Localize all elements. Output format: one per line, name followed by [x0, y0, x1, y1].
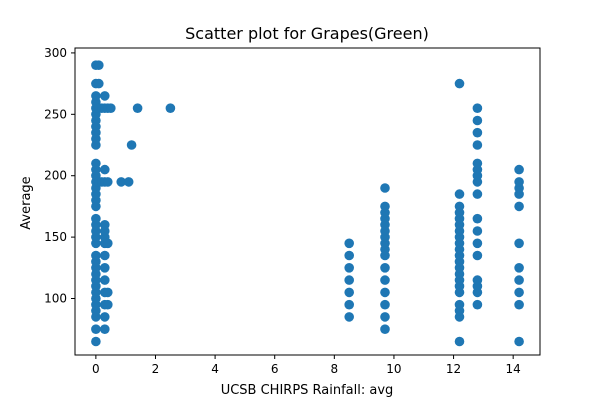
- x-tick-label: 8: [331, 362, 339, 376]
- data-point: [380, 299, 390, 310]
- data-point: [514, 263, 524, 273]
- data-point: [472, 115, 483, 126]
- x-tick-label: 12: [446, 362, 461, 376]
- chart-title: Scatter plot for Grapes(Green): [185, 24, 429, 43]
- data-point: [514, 201, 524, 212]
- data-point: [472, 275, 483, 285]
- y-tick-label: 150: [44, 230, 67, 244]
- data-point: [123, 177, 134, 187]
- data-point: [100, 312, 110, 322]
- data-point: [472, 238, 483, 249]
- y-tick-label: 300: [44, 46, 67, 60]
- x-tick-label: 6: [271, 362, 279, 376]
- data-point: [103, 238, 113, 249]
- data-point: [103, 299, 113, 310]
- data-point: [100, 275, 110, 285]
- x-axis-label: UCSB CHIRPS Rainfall: avg: [221, 383, 394, 398]
- data-point: [94, 60, 104, 70]
- data-point: [91, 213, 101, 224]
- data-point: [344, 287, 355, 298]
- data-point: [454, 78, 465, 89]
- data-point: [344, 275, 355, 285]
- data-point: [472, 103, 483, 113]
- data-point: [472, 140, 483, 150]
- data-point: [165, 103, 176, 113]
- data-point: [472, 226, 483, 236]
- data-point: [472, 158, 483, 169]
- plot-frame: [74, 47, 541, 356]
- data-point: [91, 158, 101, 169]
- data-point: [514, 164, 524, 175]
- x-tick-label: 0: [92, 362, 100, 376]
- data-point: [514, 287, 524, 298]
- data-point: [380, 263, 390, 273]
- data-point: [344, 299, 355, 310]
- data-point: [100, 164, 110, 175]
- data-point: [91, 324, 101, 335]
- data-point: [100, 220, 110, 230]
- data-point: [380, 287, 390, 298]
- data-point: [380, 201, 390, 212]
- axes: 0 2 4 6 8 10 12 14 100 150 200 250 300: [44, 46, 541, 376]
- data-point: [100, 263, 110, 273]
- x-tick-label: 10: [386, 362, 401, 376]
- data-point: [380, 183, 390, 193]
- y-tick-label: 200: [44, 169, 67, 183]
- data-point: [100, 250, 110, 261]
- data-point: [514, 238, 524, 249]
- data-point: [91, 336, 101, 347]
- data-point: [454, 336, 465, 347]
- data-point: [514, 275, 524, 285]
- data-point: [514, 336, 524, 347]
- data-point: [472, 213, 483, 224]
- data-point: [94, 78, 104, 89]
- x-tick-label: 4: [211, 362, 219, 376]
- y-tick-label: 100: [44, 292, 67, 306]
- data-point: [514, 177, 524, 187]
- data-point: [100, 91, 110, 101]
- data-point: [344, 238, 355, 249]
- y-tick-label: 250: [44, 107, 67, 121]
- data-point: [103, 287, 113, 298]
- data-point: [454, 201, 465, 212]
- data-point: [344, 263, 355, 273]
- data-point: [380, 275, 390, 285]
- data-point: [472, 127, 483, 138]
- data-point: [132, 103, 143, 113]
- data-point: [380, 312, 390, 322]
- y-axis-label: Average: [19, 176, 34, 229]
- data-point: [454, 299, 465, 310]
- data-point: [380, 324, 390, 335]
- data-point: [100, 324, 110, 335]
- data-point: [454, 189, 465, 199]
- data-point: [344, 312, 355, 322]
- data-points: [91, 60, 524, 347]
- data-point: [91, 250, 101, 261]
- data-point: [514, 299, 524, 310]
- data-point: [472, 189, 483, 199]
- data-point: [472, 299, 483, 310]
- data-point: [344, 250, 355, 261]
- x-tick-label: 2: [152, 362, 160, 376]
- data-point: [126, 140, 137, 150]
- data-point: [472, 250, 483, 261]
- data-point: [91, 91, 101, 101]
- data-point: [103, 177, 113, 187]
- data-point: [116, 177, 126, 187]
- data-point: [106, 103, 116, 113]
- x-tick-label: 14: [506, 362, 521, 376]
